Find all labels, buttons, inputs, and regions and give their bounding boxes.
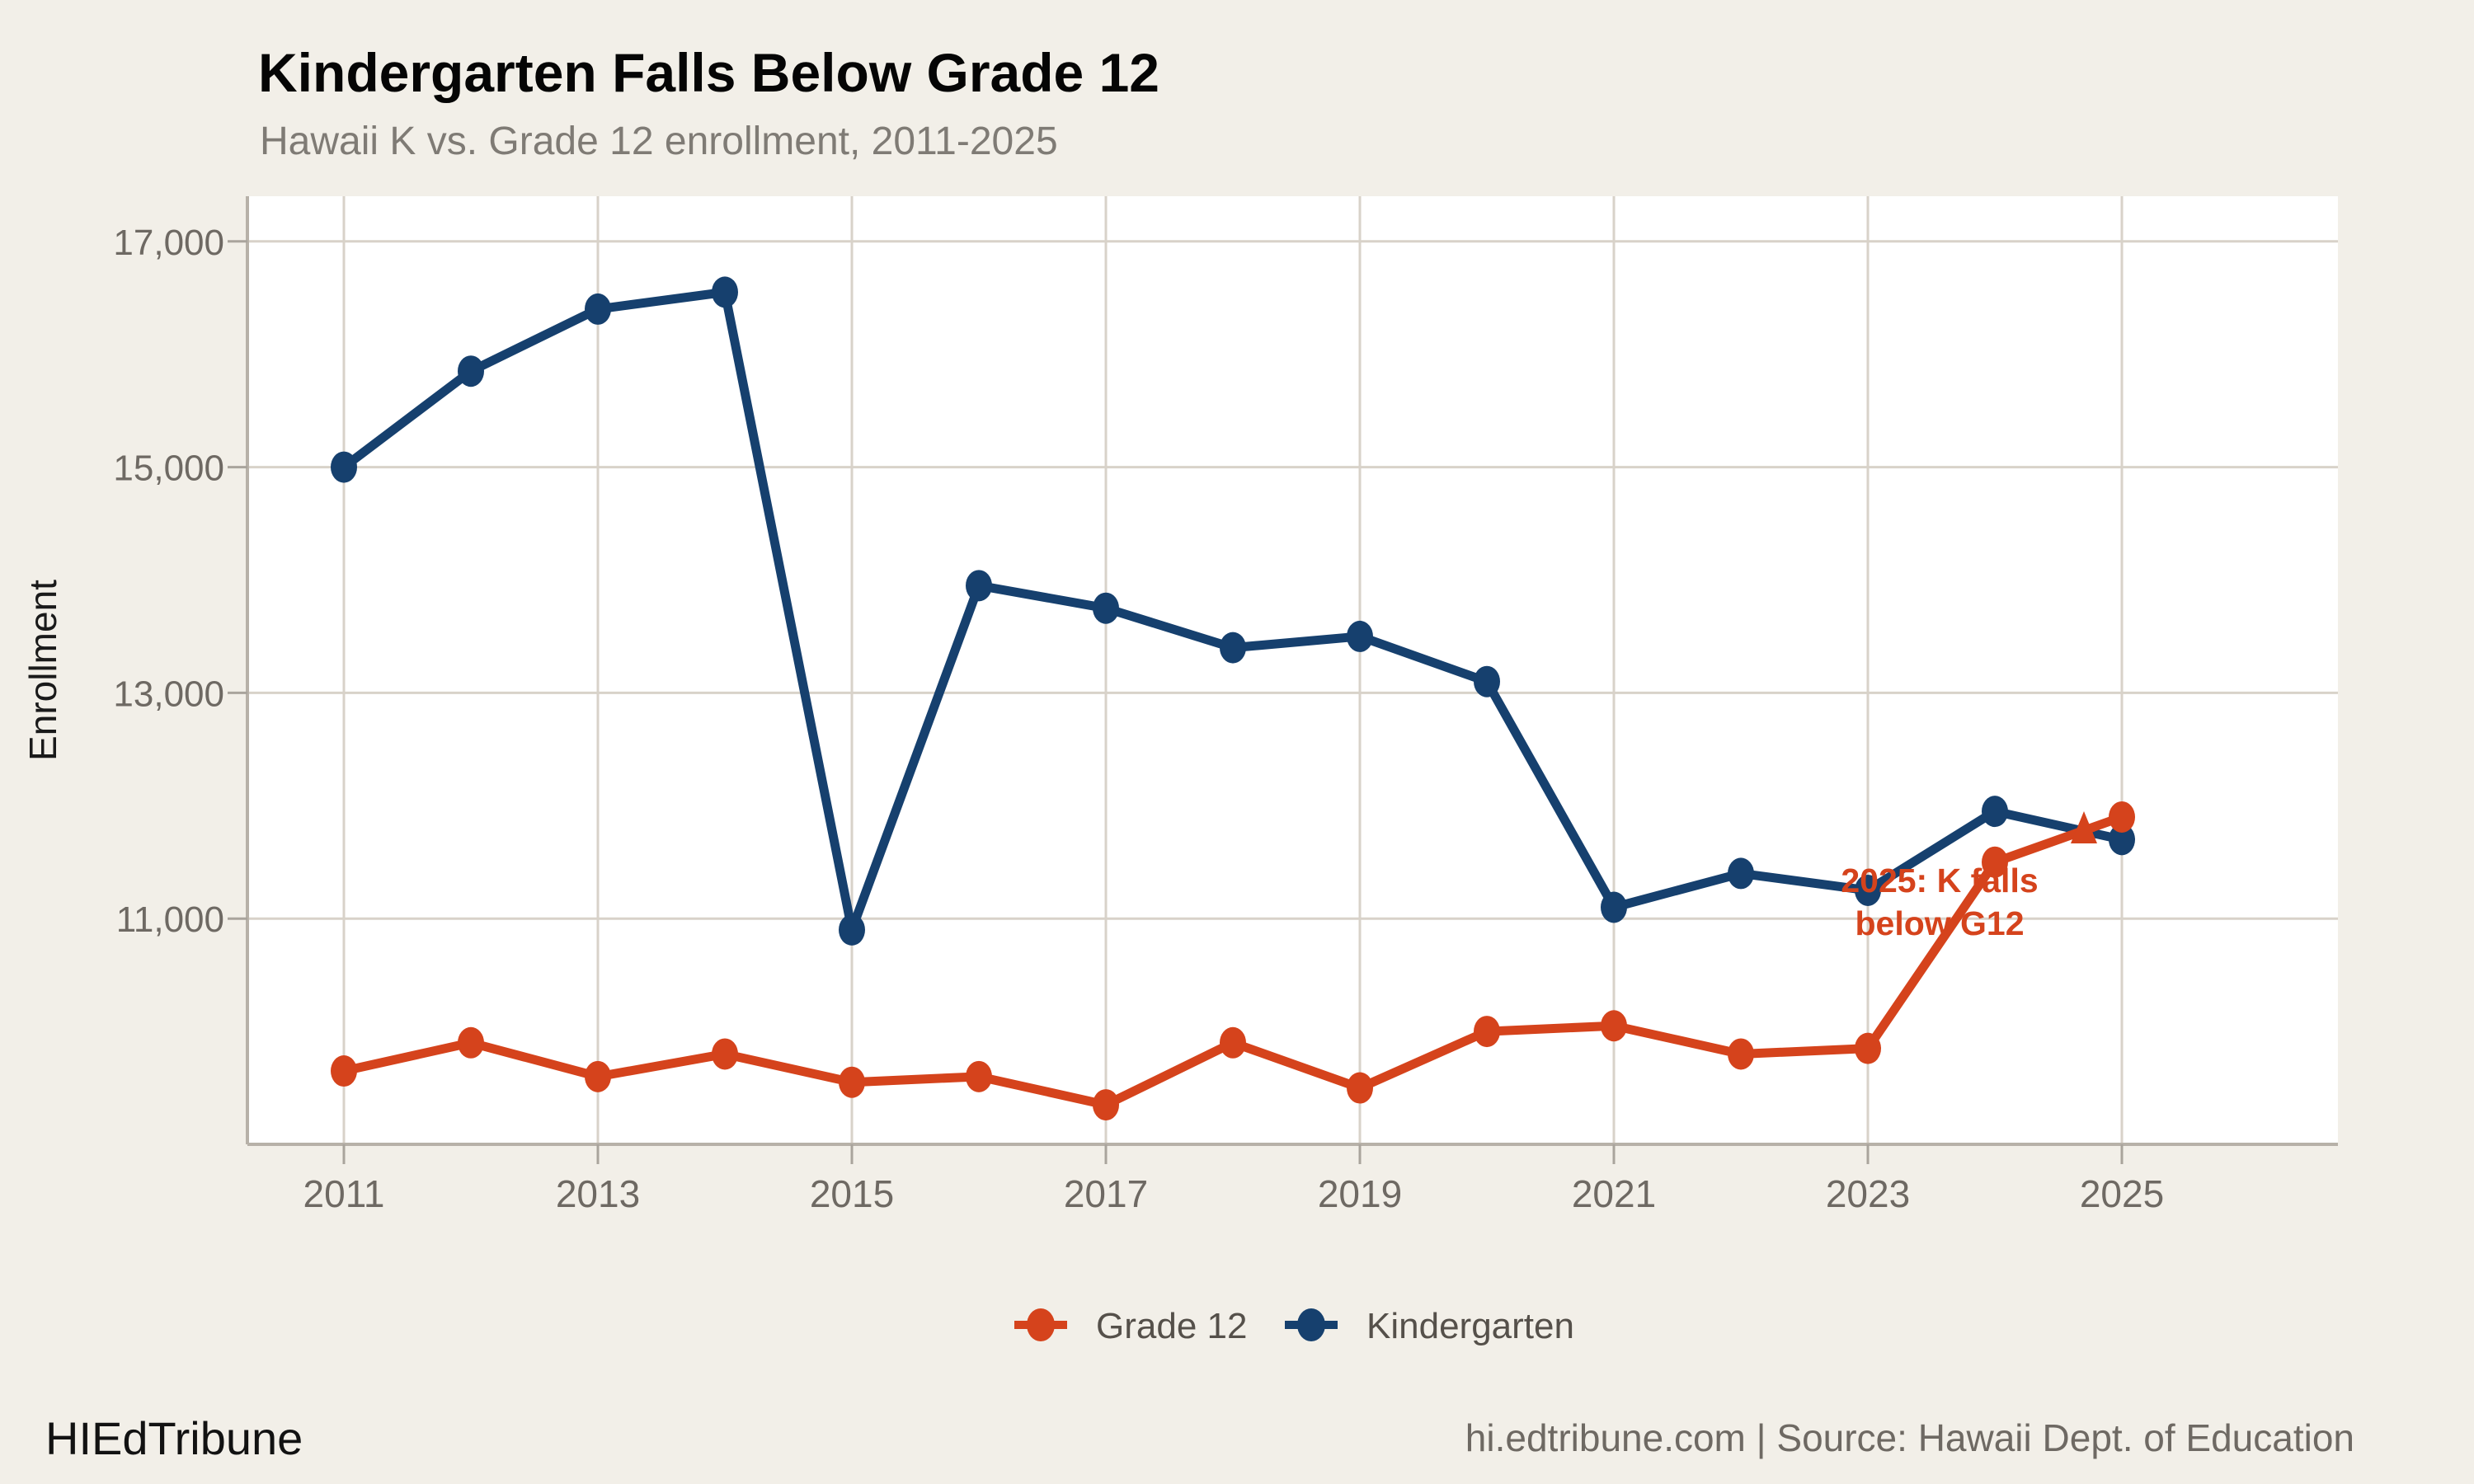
kindergarten-point <box>1474 665 1500 697</box>
legend-item-kindergarten: Kindergarten <box>1285 1306 1574 1346</box>
x-tick-label: 2019 <box>1318 1172 1402 1215</box>
plot-panel <box>247 196 2338 1144</box>
legend-label: Kindergarten <box>1366 1306 1574 1346</box>
y-axis-title: Enrollment <box>21 580 64 761</box>
grade12-point <box>331 1055 357 1087</box>
grade12-point <box>1982 846 2008 878</box>
grade12-point <box>2109 801 2135 833</box>
grade12-point <box>966 1060 992 1092</box>
grade12-point <box>1474 1016 1500 1048</box>
x-tick-label: 2013 <box>556 1172 640 1215</box>
chart-title: Kindergarten Falls Below Grade 12 <box>258 42 1159 103</box>
kindergarten-point <box>712 276 738 308</box>
legend-key-dot <box>1027 1308 1055 1341</box>
grade12-point <box>458 1026 484 1059</box>
legend-key-dot <box>1297 1308 1325 1341</box>
kindergarten-point <box>458 355 484 387</box>
source-credit: hi.edtribune.com | Source: Hawaii Dept. … <box>1465 1416 2354 1459</box>
x-tick-label: 2017 <box>1064 1172 1148 1215</box>
grade12-point <box>585 1060 611 1092</box>
x-tick-label: 2011 <box>303 1172 385 1215</box>
kindergarten-point <box>331 451 357 483</box>
kindergarten-point <box>2109 824 2135 856</box>
kindergarten-point <box>1601 891 1627 923</box>
kindergarten-point <box>1220 632 1246 664</box>
x-tick-label: 2021 <box>1572 1172 1656 1215</box>
y-tick-label: 15,000 <box>113 448 224 489</box>
x-tick-label: 2025 <box>2080 1172 2164 1215</box>
grade12-point <box>1728 1038 1754 1070</box>
y-tick-label: 11,000 <box>116 899 224 940</box>
kindergarten-point <box>585 293 611 325</box>
y-tick-label: 13,000 <box>113 674 224 714</box>
chart-subtitle: Hawaii K vs. Grade 12 enrollment, 2011-2… <box>260 120 1058 163</box>
annotation-text: below G12 <box>1855 904 2024 942</box>
grade12-point <box>1093 1089 1119 1121</box>
grade12-point <box>1601 1010 1627 1042</box>
grade12-point <box>1220 1026 1246 1059</box>
kindergarten-point <box>1855 874 1881 906</box>
annotation-text: 2025: K falls <box>1841 862 2038 899</box>
x-tick-label: 2015 <box>810 1172 894 1215</box>
kindergarten-point <box>1093 592 1119 624</box>
x-tick-label: 2023 <box>1826 1172 1910 1215</box>
grade12-point <box>839 1066 865 1098</box>
grade12-point <box>1347 1072 1373 1104</box>
annotation-arrowhead-icon <box>2071 811 2097 843</box>
legend-item-grade12: Grade 12 <box>1014 1306 1247 1346</box>
kindergarten-point <box>1728 857 1754 890</box>
legend-label: Grade 12 <box>1096 1306 1247 1346</box>
grade12-point <box>712 1038 738 1070</box>
kindergarten-point <box>966 570 992 602</box>
brand-logo-text: HIEdTribune <box>45 1412 303 1464</box>
kindergarten-point <box>1347 620 1373 652</box>
grade12-point <box>1855 1032 1881 1064</box>
kindergarten-point <box>839 913 865 946</box>
y-tick-label: 17,000 <box>113 223 224 263</box>
kindergarten-point <box>1982 796 2008 828</box>
